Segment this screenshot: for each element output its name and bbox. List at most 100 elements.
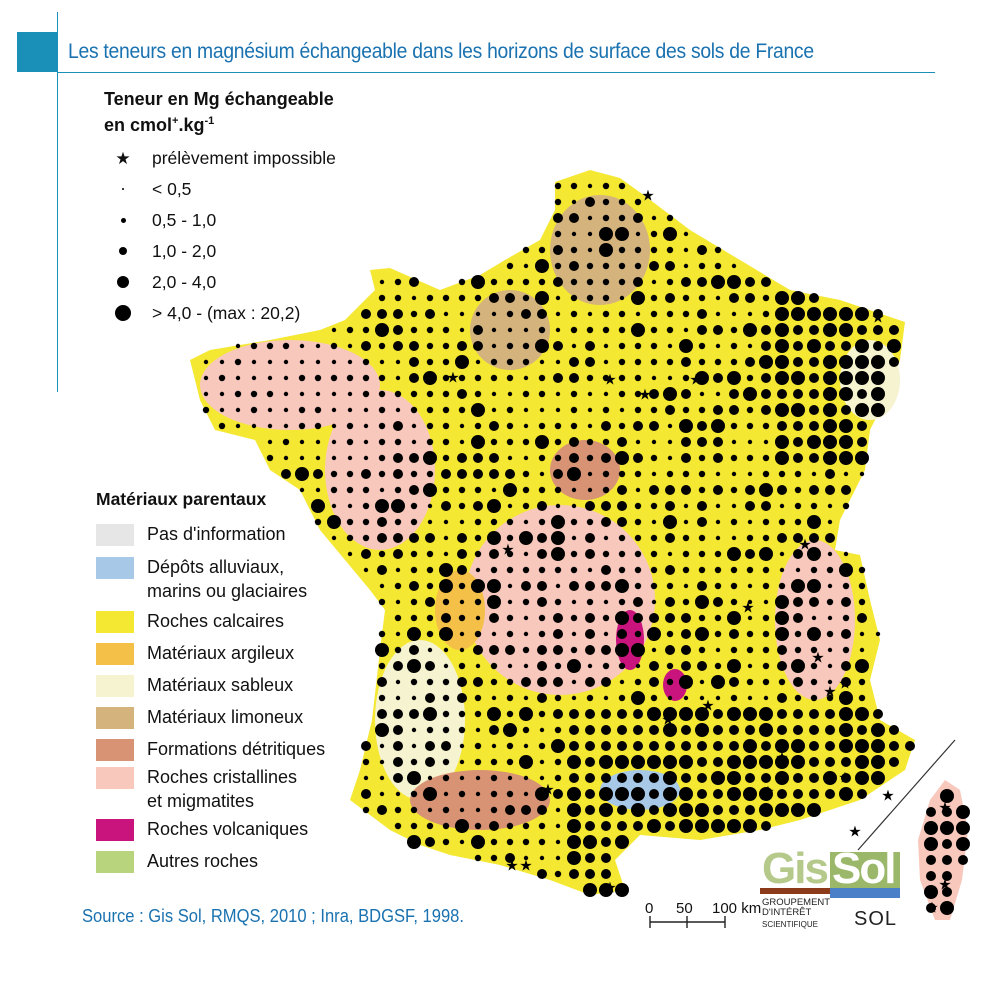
- mg-sample-dot: [679, 675, 693, 689]
- mg-sample-dot: [619, 679, 625, 685]
- mg-sample-dot: [763, 695, 769, 701]
- mg-sample-dot: [443, 311, 449, 317]
- mg-sample-dot: [362, 502, 370, 510]
- mg-sample-dot: [489, 645, 499, 655]
- mg-sample-dot: [583, 883, 597, 897]
- dot-icon: [122, 188, 124, 190]
- mg-sample-dot: [635, 663, 641, 669]
- mg-sample-dot: [762, 422, 770, 430]
- mg-sample-dot: [842, 582, 850, 590]
- region-vendee-crystalline: [325, 390, 435, 550]
- mg-sample-dot: [667, 551, 673, 557]
- mg-sample-dot: [423, 451, 437, 465]
- mg-sample-dot: [395, 599, 401, 605]
- mg-sample-dot: [299, 487, 305, 493]
- mg-sample-dot: [439, 627, 453, 641]
- mg-sample-dot: [603, 359, 609, 365]
- mg-sample-dot: [746, 678, 754, 686]
- mg-sample-dot: [871, 739, 885, 753]
- mg-sample-dot: [570, 518, 578, 526]
- mg-sample-dot: [601, 517, 611, 527]
- mg-sample-dot: [426, 582, 434, 590]
- mg-sample-dot: [889, 757, 899, 767]
- mg-sample-dot: [442, 598, 450, 606]
- mg-sample-dot: [601, 677, 611, 687]
- mg-sample-dot: [779, 567, 785, 573]
- mg-sample-dot: [554, 662, 562, 670]
- mg-sample-dot: [522, 726, 530, 734]
- mg-sample-dot: [823, 323, 837, 337]
- mg-sample-dot: [362, 390, 370, 398]
- mg-sample-dot: [569, 453, 579, 463]
- mg-sample-dot: [394, 278, 402, 286]
- mg-sample-dot: [426, 390, 434, 398]
- mg-sample-dot: [378, 550, 386, 558]
- mg-sample-dot: [442, 454, 450, 462]
- mg-sample-dot: [747, 343, 753, 349]
- mg-sample-dot: [410, 326, 418, 334]
- mg-sample-dot: [442, 822, 450, 830]
- mg-sample-dot: [857, 789, 867, 799]
- mg-sample-dot: [393, 773, 403, 783]
- mg-sample-dot: [506, 566, 514, 574]
- mg-sample-dot: [474, 390, 482, 398]
- mg-sample-dot: [522, 390, 530, 398]
- mg-sample-dot: [839, 563, 853, 577]
- mg-sample-dot: [554, 486, 562, 494]
- mg-sample-dot: [378, 470, 386, 478]
- mg-sample-dot: [361, 741, 371, 751]
- mg-sample-dot: [681, 725, 691, 735]
- mg-sample-dot: [663, 387, 677, 401]
- mg-sample-dot: [743, 323, 757, 337]
- mg-sample-dot: [859, 647, 865, 653]
- mg-sample-dot: [538, 246, 546, 254]
- mg-sample-dot: [649, 421, 659, 431]
- mg-sample-dot: [283, 375, 289, 381]
- mg-sample-dot: [775, 611, 789, 625]
- impossible-sample-star: ★: [925, 899, 938, 917]
- mg-sample-dot: [633, 725, 643, 735]
- mg-sample-dot: [715, 519, 721, 525]
- mg-sample-dot: [585, 581, 595, 591]
- mg-sample-dot: [571, 631, 577, 637]
- mg-sample-dot: [807, 803, 821, 817]
- mg-sample-dot: [426, 358, 434, 366]
- mg-sample-dot: [538, 710, 546, 718]
- mg-sample-dot: [379, 759, 385, 765]
- mg-sample-dot: [283, 407, 289, 413]
- mg-sample-dot: [250, 406, 258, 414]
- mg-sample-dot: [475, 807, 481, 813]
- mg-sample-dot: [855, 355, 869, 369]
- mg-sample-dot: [393, 453, 403, 463]
- logo-sol-text: Sol: [832, 844, 896, 893]
- mg-sample-dot: [697, 741, 707, 751]
- mg-sample-dot: [887, 339, 901, 353]
- mg-sample-dot: [586, 374, 594, 382]
- mg-sample-dot: [827, 663, 833, 669]
- mg-sample-dot: [426, 630, 434, 638]
- mg-sample-dot: [251, 375, 257, 381]
- mg-sample-dot: [794, 646, 802, 654]
- mg-sample-dot: [926, 855, 936, 865]
- mg-sample-dot: [631, 787, 645, 801]
- mg-sample-dot: [730, 582, 738, 590]
- mg-sample-dot: [443, 519, 449, 525]
- mg-sample-dot: [635, 231, 641, 237]
- mg-sample-dot: [442, 358, 450, 366]
- mg-sample-dot: [203, 359, 209, 365]
- mg-sample-dot: [823, 451, 837, 465]
- mg-sample-dot: [666, 470, 674, 478]
- mg-sample-dot: [619, 407, 625, 413]
- mg-sample-dot: [634, 198, 642, 206]
- mg-sample-dot: [538, 614, 546, 622]
- mg-sample-dot: [523, 791, 529, 797]
- mg-sample-dot: [375, 723, 389, 737]
- mg-sample-dot: [793, 789, 803, 799]
- mg-sample-dot: [521, 805, 531, 815]
- mg-sample-dot: [538, 742, 546, 750]
- mg-sample-dot: [555, 503, 561, 509]
- mg-sample-dot: [503, 483, 517, 497]
- mg-sample-dot: [587, 183, 593, 189]
- mg-sample-dot: [762, 678, 770, 686]
- mg-sample-dot: [810, 566, 818, 574]
